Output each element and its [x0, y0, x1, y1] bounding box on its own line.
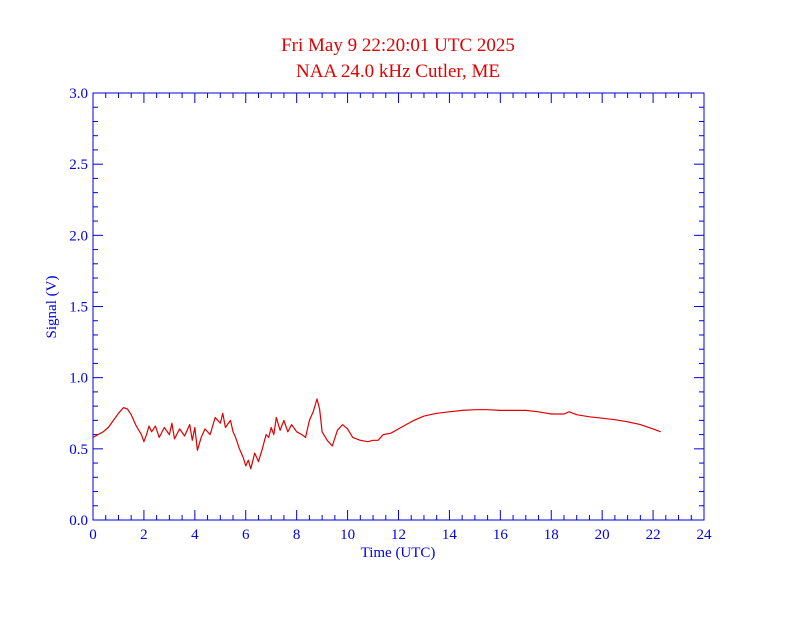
x-tick-label: 10: [340, 527, 355, 543]
x-tick-label: 20: [595, 527, 610, 543]
tick-labels: 0 2 4 6 8 10 12 14 16 18 20 22 240.00.51.01.52.02.53…: [69, 86, 712, 543]
x-tick-label: 18: [544, 527, 559, 543]
x-tick-label: 0: [89, 527, 97, 543]
x-tick-label: 22: [646, 527, 661, 543]
y-tick-label: 1.0: [69, 371, 88, 387]
x-tick-label: 14: [442, 527, 458, 543]
x-tick-label: 2: [140, 527, 148, 543]
y-tick-label: 0.0: [69, 513, 88, 529]
axis-ticks: [92, 92, 705, 521]
x-tick-label: 8: [293, 527, 301, 543]
x-axis-label: Time (UTC): [361, 545, 436, 561]
x-tick-label: 6: [242, 527, 250, 543]
series-layer: [92, 398, 661, 470]
y-tick-label: 3.0: [69, 86, 88, 102]
y-tick-label: 1.5: [69, 300, 88, 316]
y-tick-label: 0.5: [69, 442, 88, 458]
plot-frame: [92, 92, 705, 521]
x-tick-label: 16: [493, 527, 509, 543]
y-tick-label: 2.5: [69, 157, 88, 173]
chart-title: Fri May 9 22:20:01 UTC 2025: [281, 35, 515, 56]
signal-series-line: [92, 398, 661, 470]
x-tick-label: 4: [191, 527, 199, 543]
y-axis-label: Signal (V): [44, 276, 60, 339]
x-tick-label: 12: [391, 527, 406, 543]
y-tick-label: 2.0: [69, 228, 88, 244]
chart-subtitle: NAA 24.0 kHz Cutler, ME: [296, 61, 500, 82]
x-tick-label: 24: [697, 527, 713, 543]
